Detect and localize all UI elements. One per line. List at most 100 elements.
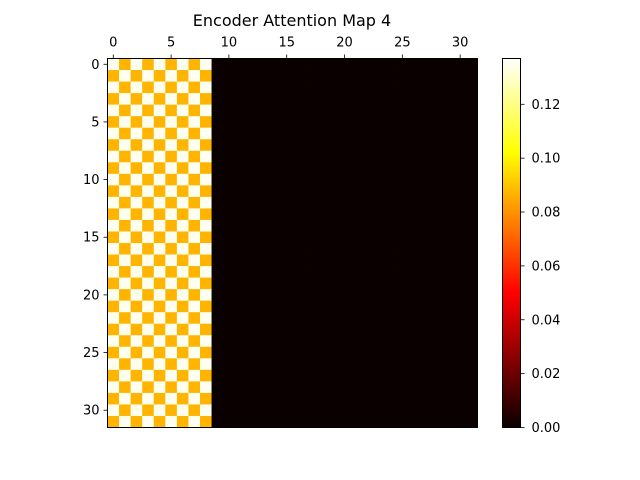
heatmap-cell (257, 404, 270, 417)
heatmap-cell (257, 173, 270, 186)
heatmap-cell (350, 346, 363, 359)
heatmap-cell (257, 243, 270, 255)
heatmap-cell (327, 81, 340, 94)
heatmap-cell (119, 346, 132, 359)
heatmap-cell (223, 58, 236, 71)
heatmap-cell (223, 173, 236, 186)
heatmap-cell (292, 254, 305, 267)
y-tick-label: 0 (91, 58, 99, 73)
heatmap-cell (292, 93, 305, 106)
heatmap-cell (431, 266, 444, 278)
heatmap-cell (408, 266, 421, 278)
heatmap-cell (431, 415, 444, 428)
heatmap-cell (350, 381, 363, 394)
heatmap-cell (280, 219, 293, 232)
heatmap-cell (419, 277, 432, 290)
heatmap-cell (465, 323, 478, 336)
heatmap-cell (280, 93, 293, 106)
heatmap-cell (327, 93, 340, 106)
heatmap-cell (385, 254, 397, 267)
heatmap-cell (338, 346, 351, 359)
heatmap-cell (304, 300, 317, 313)
heatmap-cell (465, 70, 478, 82)
colorbar-tick-label: 0.12 (532, 98, 561, 113)
heatmap-cell (142, 243, 155, 255)
heatmap-cell (234, 139, 247, 152)
heatmap-cell (373, 162, 386, 175)
heatmap-cell (211, 369, 224, 382)
heatmap-cell (246, 415, 259, 428)
heatmap-cell (234, 346, 247, 359)
heatmap-cell (385, 358, 397, 371)
heatmap-cell (142, 81, 155, 94)
heatmap-cell (130, 185, 143, 198)
heatmap-cell (211, 415, 224, 428)
heatmap-cell (200, 289, 212, 302)
heatmap-cell (269, 58, 282, 71)
heatmap-cell (200, 335, 212, 348)
heatmap-cell (315, 173, 328, 186)
heatmap-cell (223, 358, 236, 371)
heatmap-cell (292, 369, 305, 382)
heatmap-cell (119, 266, 132, 278)
heatmap-cell (142, 266, 155, 278)
heatmap-cell (465, 116, 478, 129)
heatmap-cell (130, 392, 143, 405)
heatmap-cell (373, 150, 386, 163)
heatmap-cell (442, 312, 455, 325)
heatmap-cell (338, 369, 351, 382)
heatmap-cell (269, 104, 282, 117)
heatmap-cell (292, 116, 305, 129)
heatmap-cell (165, 173, 178, 186)
heatmap-cell (200, 139, 212, 152)
heatmap-cell (223, 93, 236, 106)
heatmap-cell (408, 208, 421, 221)
heatmap-cell (408, 381, 421, 394)
heatmap-cell (304, 312, 317, 325)
heatmap-cell (292, 231, 305, 244)
heatmap-cell (304, 392, 317, 405)
heatmap-cell (223, 116, 236, 129)
heatmap-cell (153, 323, 166, 336)
heatmap-cell (338, 254, 351, 267)
heatmap-cell (234, 323, 247, 336)
heatmap-cell (419, 139, 432, 152)
heatmap-cell (246, 289, 259, 302)
heatmap-cell (373, 219, 386, 232)
heatmap-cell (165, 346, 178, 359)
heatmap-cell (200, 231, 212, 244)
heatmap-cell (269, 173, 282, 186)
heatmap-cell (315, 312, 328, 325)
heatmap-cell (153, 219, 166, 232)
heatmap-cell (130, 358, 143, 371)
heatmap-cell (269, 219, 282, 232)
heatmap-cell (269, 254, 282, 267)
heatmap-cell (385, 277, 397, 290)
heatmap-cell (361, 127, 374, 140)
x-tick-label: 10 (221, 36, 238, 51)
heatmap-cell (419, 243, 432, 255)
heatmap-cell (361, 277, 374, 290)
heatmap-cell (234, 392, 247, 405)
heatmap-cell (257, 323, 270, 336)
heatmap-cell (396, 127, 409, 140)
heatmap-cell (419, 369, 432, 382)
heatmap-cell (385, 93, 397, 106)
heatmap-cell (465, 173, 478, 186)
heatmap-cell (465, 127, 478, 140)
heatmap-cell (153, 104, 166, 117)
heatmap-cell (142, 381, 155, 394)
heatmap-cell (304, 335, 317, 348)
heatmap-cell (153, 358, 166, 371)
heatmap-cell (419, 300, 432, 313)
heatmap-cell (223, 266, 236, 278)
heatmap-cell (176, 312, 189, 325)
heatmap-cell (269, 312, 282, 325)
heatmap-cell (223, 335, 236, 348)
heatmap-cell (119, 81, 132, 94)
heatmap-cell (385, 219, 397, 232)
heatmap-cell (107, 116, 120, 129)
heatmap-cell (142, 208, 155, 221)
heatmap-cell (292, 277, 305, 290)
heatmap-cell (257, 81, 270, 94)
